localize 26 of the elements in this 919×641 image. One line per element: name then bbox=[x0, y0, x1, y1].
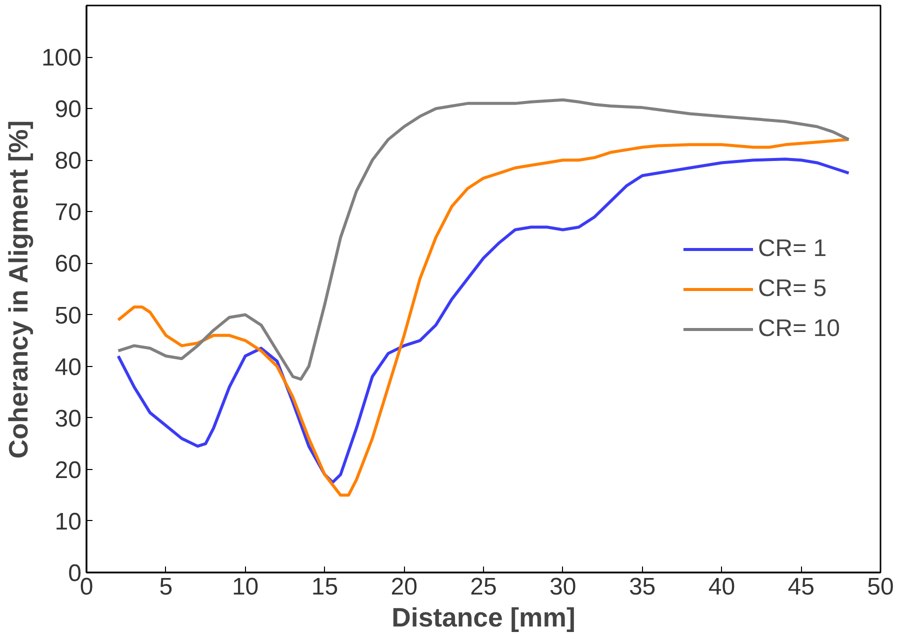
legend-label: CR= 10 bbox=[758, 314, 840, 342]
legend-label: CR= 5 bbox=[758, 274, 827, 302]
y-axis-title: Coherancy in Aligment [%] bbox=[3, 120, 34, 459]
y-tick-label: 70 bbox=[54, 199, 82, 226]
x-tick-label: 15 bbox=[311, 574, 338, 600]
x-tick-label: 40 bbox=[708, 574, 736, 600]
y-tick-label: 30 bbox=[54, 405, 82, 432]
legend-label: CR= 1 bbox=[758, 234, 827, 262]
y-tick-label: 80 bbox=[54, 148, 82, 175]
line-series bbox=[116, 98, 850, 381]
x-tick-label: 50 bbox=[867, 574, 894, 600]
x-axis-title: Distance [mm] bbox=[392, 602, 576, 632]
y-tick-label: 100 bbox=[41, 44, 82, 72]
x-tick-label: 5 bbox=[159, 574, 173, 600]
x-tick-label: 45 bbox=[788, 574, 814, 600]
y-tick-label: 40 bbox=[54, 354, 82, 381]
x-tick-label: 30 bbox=[550, 574, 576, 600]
x-tick-label: 25 bbox=[470, 574, 497, 600]
y-tick-label: 90 bbox=[54, 96, 82, 124]
x-tick-label: 35 bbox=[628, 574, 656, 600]
y-tick-label: 60 bbox=[54, 250, 82, 278]
x-tick-label: 10 bbox=[232, 574, 259, 600]
x-tick-label: 20 bbox=[390, 574, 418, 600]
y-tick-label: 50 bbox=[54, 302, 82, 330]
y-tick-label: 20 bbox=[54, 456, 82, 484]
y-tick-label: 10 bbox=[54, 508, 82, 536]
